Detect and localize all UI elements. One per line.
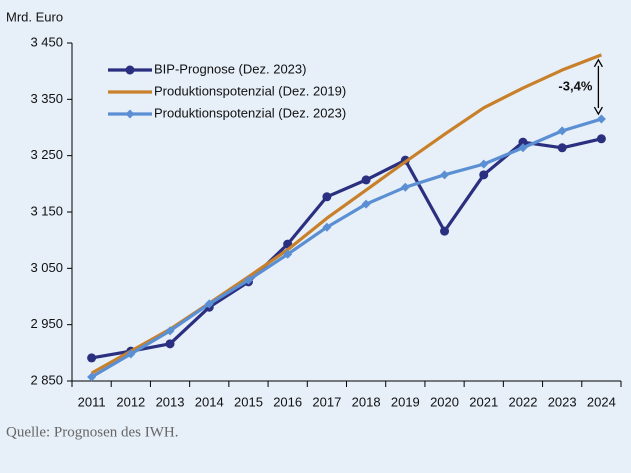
marker	[125, 65, 135, 75]
x-tick-label: 2023	[548, 394, 577, 409]
x-tick-label: 2014	[195, 394, 224, 409]
marker	[557, 126, 567, 136]
marker	[87, 372, 97, 382]
y-tick-label: 3 250	[30, 147, 63, 162]
legend-label: Produktionspotenzial (Dez. 2019)	[154, 83, 346, 98]
marker	[243, 275, 253, 285]
marker	[87, 353, 97, 363]
marker	[440, 170, 450, 180]
marker	[165, 326, 175, 336]
y-tick-label: 3 150	[30, 203, 63, 218]
x-tick-label: 2018	[352, 394, 381, 409]
y-tick-label: 2 950	[30, 316, 63, 331]
marker	[557, 143, 567, 153]
y-tick-label: 3 050	[30, 260, 63, 275]
source: Quelle: Prognosen des IWH.	[6, 424, 178, 440]
marker	[126, 349, 136, 359]
marker	[361, 175, 371, 185]
y-tick-label: 2 850	[30, 372, 63, 387]
x-tick-label: 2013	[156, 394, 185, 409]
legend-label: BIP-Prognose (Dez. 2023)	[154, 61, 306, 76]
arrow-head	[593, 58, 603, 68]
x-tick-label: 2016	[273, 394, 302, 409]
x-tick-label: 2020	[430, 394, 459, 409]
x-tick-label: 2015	[234, 394, 263, 409]
marker	[361, 199, 371, 209]
series-line	[91, 137, 602, 360]
y-axis-label: Mrd. Euro	[6, 9, 63, 24]
series-line	[90, 117, 602, 379]
marker	[283, 249, 293, 259]
marker	[440, 226, 450, 236]
legend-label: Produktionspotenzial (Dez. 2023)	[154, 105, 346, 120]
x-tick-label: 2012	[116, 394, 145, 409]
y-tick-label: 3 350	[30, 91, 63, 106]
x-tick-label: 2022	[509, 394, 538, 409]
marker	[204, 299, 214, 309]
x-tick-label: 2021	[469, 394, 498, 409]
annotation: -3,4%	[558, 78, 592, 93]
marker	[518, 143, 528, 153]
marker	[518, 137, 528, 147]
marker	[322, 192, 332, 202]
x-tick-label: 2019	[391, 394, 420, 409]
marker	[596, 114, 606, 124]
arrow-head	[593, 106, 603, 116]
y-tick-label: 3 450	[30, 34, 63, 49]
x-tick-label: 2024	[587, 394, 616, 409]
x-tick-label: 2017	[312, 394, 341, 409]
x-tick-label: 2011	[78, 394, 106, 409]
marker	[400, 182, 410, 192]
marker	[322, 222, 332, 232]
marker	[479, 170, 489, 180]
marker	[479, 159, 489, 169]
marker	[596, 134, 606, 144]
marker	[165, 339, 175, 349]
marker	[125, 109, 135, 119]
